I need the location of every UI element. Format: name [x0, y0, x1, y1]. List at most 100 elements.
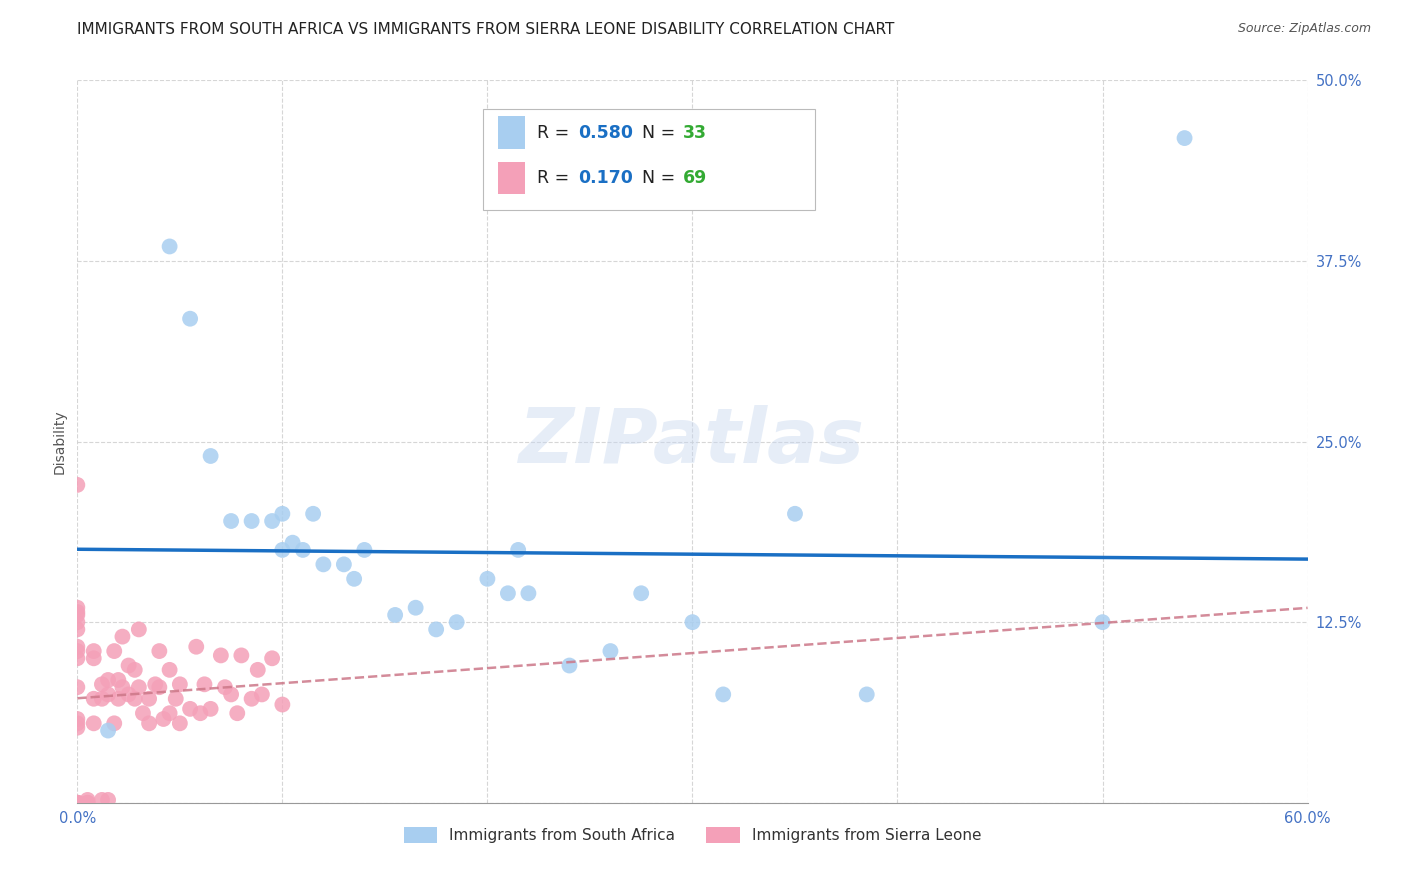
Point [271, 507, 294, 521]
Point [83, 651, 105, 665]
Point [152, 712, 174, 726]
Point [186, 640, 208, 654]
Point [209, 648, 232, 663]
Point [558, 658, 581, 673]
Point [302, 507, 325, 521]
FancyBboxPatch shape [498, 162, 526, 194]
Point [159, 663, 181, 677]
Point [159, 706, 181, 721]
Point [783, 507, 806, 521]
Text: ZIPatlas: ZIPatlas [519, 405, 866, 478]
Point [214, 680, 236, 694]
Point [250, 687, 273, 701]
FancyBboxPatch shape [498, 117, 526, 149]
Point [446, 615, 468, 630]
Point [517, 586, 540, 600]
Point [148, 644, 170, 658]
Point [83, 716, 105, 731]
Point [103, 716, 125, 731]
Point [111, 630, 134, 644]
Point [262, 651, 284, 665]
Point [855, 687, 877, 701]
Point [117, 658, 139, 673]
Point [66, 796, 89, 810]
Point [1174, 131, 1197, 145]
Point [179, 702, 201, 716]
Point [353, 542, 375, 557]
Point [262, 514, 284, 528]
Point [97, 673, 120, 687]
Text: 33: 33 [683, 124, 707, 142]
Text: R =: R = [537, 169, 575, 187]
Point [682, 615, 704, 630]
Point [103, 644, 125, 658]
Point [107, 691, 129, 706]
Point [128, 680, 150, 694]
Point [169, 677, 191, 691]
Point [312, 558, 335, 572]
Point [66, 796, 89, 810]
Point [200, 702, 222, 716]
Point [107, 673, 129, 687]
Point [240, 514, 263, 528]
Text: 0.580: 0.580 [578, 124, 633, 142]
Text: Source: ZipAtlas.com: Source: ZipAtlas.com [1237, 22, 1371, 36]
Point [66, 600, 89, 615]
Point [66, 651, 89, 665]
Point [271, 698, 294, 712]
Legend: Immigrants from South Africa, Immigrants from Sierra Leone: Immigrants from South Africa, Immigrants… [398, 821, 987, 849]
Point [281, 535, 304, 549]
Point [143, 677, 166, 691]
Point [83, 644, 105, 658]
Text: N =: N = [643, 169, 681, 187]
Point [226, 706, 249, 721]
Point [496, 586, 519, 600]
Point [425, 623, 447, 637]
Point [90, 793, 114, 807]
Text: N =: N = [643, 124, 681, 142]
Point [124, 691, 146, 706]
Point [66, 605, 89, 619]
Text: R =: R = [537, 124, 575, 142]
Point [711, 687, 734, 701]
Point [1091, 615, 1114, 630]
Point [384, 607, 406, 622]
Point [240, 691, 263, 706]
Point [343, 572, 366, 586]
Point [66, 796, 89, 810]
Point [138, 691, 160, 706]
Point [138, 716, 160, 731]
Point [111, 680, 134, 694]
Point [124, 663, 146, 677]
Point [66, 680, 89, 694]
Point [148, 680, 170, 694]
Text: 0.170: 0.170 [578, 169, 633, 187]
FancyBboxPatch shape [484, 109, 815, 211]
Point [159, 239, 181, 253]
Point [599, 644, 621, 658]
Point [76, 796, 98, 810]
Point [128, 623, 150, 637]
Point [291, 542, 314, 557]
Point [66, 716, 89, 731]
Y-axis label: Disability: Disability [52, 409, 66, 474]
Point [66, 640, 89, 654]
Point [66, 607, 89, 622]
Point [76, 796, 98, 810]
Point [193, 677, 215, 691]
Point [90, 691, 114, 706]
Point [169, 716, 191, 731]
Point [66, 796, 89, 810]
Text: 69: 69 [683, 169, 707, 187]
Point [117, 687, 139, 701]
Point [271, 542, 294, 557]
Point [219, 687, 242, 701]
Point [231, 648, 253, 663]
Point [405, 600, 427, 615]
Point [165, 691, 187, 706]
Point [477, 572, 499, 586]
Point [66, 644, 89, 658]
Point [66, 721, 89, 735]
Point [132, 706, 155, 721]
Point [97, 793, 120, 807]
